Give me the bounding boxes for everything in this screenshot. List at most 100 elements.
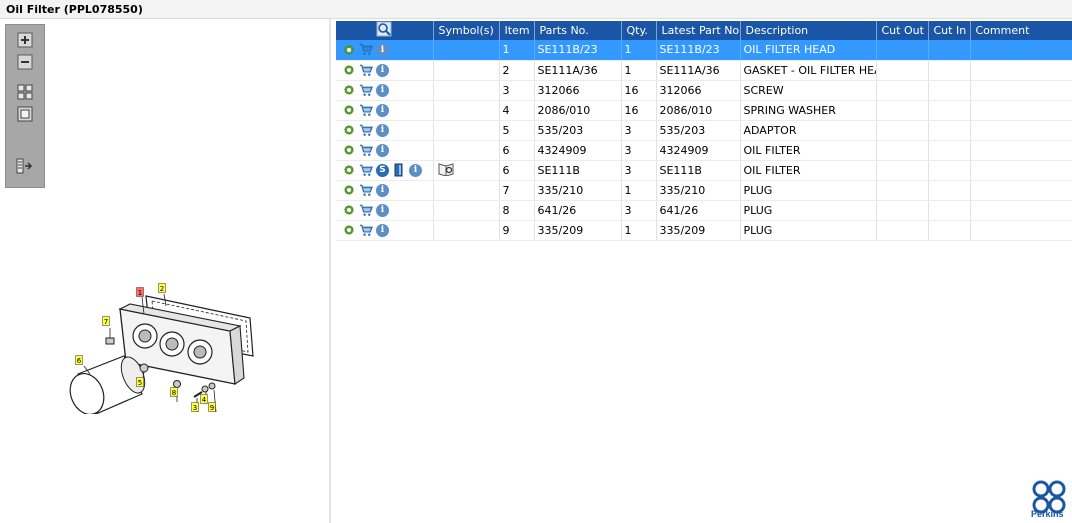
- row-actions-cell: i: [336, 120, 434, 141]
- cut-out-cell: [876, 100, 929, 121]
- viewer-toolbar: [5, 24, 45, 188]
- add-to-list-button[interactable]: [342, 103, 356, 117]
- add-to-cart-button[interactable]: [359, 103, 373, 117]
- callout-8[interactable]: 8: [170, 387, 178, 398]
- parts-table: Symbol(s) Item Parts No. Qty. Latest Par…: [336, 21, 1072, 241]
- info-button[interactable]: i: [376, 83, 389, 97]
- description-cell: GASKET - OIL FILTER HEAD: [740, 60, 877, 81]
- callout-9[interactable]: 9: [208, 402, 216, 413]
- manual-button[interactable]: [392, 163, 406, 177]
- add-to-list-button[interactable]: [342, 163, 356, 177]
- column-header-parts-no[interactable]: Parts No.: [534, 21, 622, 40]
- column-header-search[interactable]: [336, 21, 434, 40]
- parts-diagram[interactable]: 1 2 34 5 6 7 8 9: [60, 264, 270, 414]
- table-row[interactable]: i 3 312066 16 312066 SCREW: [336, 80, 1072, 101]
- view-in-book-button[interactable]: [437, 162, 455, 176]
- toggle-panel-button[interactable]: [16, 158, 34, 174]
- column-header-symbols[interactable]: Symbol(s): [433, 21, 500, 40]
- column-header-item[interactable]: Item: [499, 21, 535, 40]
- info-button[interactable]: i: [376, 223, 389, 237]
- column-header-qty[interactable]: Qty.: [621, 21, 657, 40]
- info-button[interactable]: i: [376, 43, 389, 57]
- column-header-comment[interactable]: Comment: [970, 21, 1072, 40]
- table-row[interactable]: i 8 641/26 3 641/26 PLUG: [336, 200, 1072, 221]
- item-cell: 6: [499, 140, 535, 161]
- parts-no-cell: SE111B/23: [534, 40, 622, 61]
- add-to-cart-button[interactable]: [359, 163, 373, 177]
- search-catalog-icon: [376, 21, 392, 37]
- zoom-in-button[interactable]: [16, 32, 34, 48]
- fit-page-button[interactable]: [16, 84, 34, 100]
- column-header-latest-part-no[interactable]: Latest Part No.: [656, 21, 741, 40]
- table-row[interactable]: i 1 SE111B/23 1 SE111B/23 OIL FILTER HEAD: [336, 40, 1072, 61]
- table-row[interactable]: i 7 335/210 1 335/210 PLUG: [336, 180, 1072, 201]
- gear-icon: [344, 225, 354, 235]
- callout-6[interactable]: 6: [75, 355, 83, 366]
- cut-in-cell: [928, 60, 971, 81]
- table-row[interactable]: i 6 4324909 3 4324909 OIL FILTER: [336, 140, 1072, 161]
- add-to-list-button[interactable]: [342, 63, 356, 77]
- callout-2[interactable]: 2: [158, 283, 166, 294]
- callout-label: 5: [138, 379, 142, 387]
- service-info-button[interactable]: S: [376, 163, 389, 177]
- symbols-cell: [433, 80, 500, 101]
- info-button[interactable]: i: [376, 183, 389, 197]
- add-to-cart-button[interactable]: [359, 83, 373, 97]
- add-to-list-button[interactable]: [342, 83, 356, 97]
- add-to-list-button[interactable]: [342, 183, 356, 197]
- row-actions-cell: i: [336, 40, 434, 61]
- column-header-cut-out[interactable]: Cut Out: [876, 21, 929, 40]
- symbols-cell: [433, 180, 500, 201]
- info-button[interactable]: i: [409, 163, 422, 177]
- callout-label: 7: [104, 318, 108, 326]
- add-to-list-button[interactable]: [342, 43, 356, 57]
- cut-out-cell: [876, 120, 929, 141]
- cut-in-cell: [928, 140, 971, 161]
- table-row[interactable]: i 2 SE111A/36 1 SE111A/36 GASKET - OIL FILTER…: [336, 60, 1072, 81]
- info-button[interactable]: i: [376, 63, 389, 77]
- zoom-out-button[interactable]: [16, 54, 34, 70]
- qty-cell: 3: [621, 160, 657, 181]
- add-to-list-button[interactable]: [342, 143, 356, 157]
- add-to-cart-button[interactable]: [359, 223, 373, 237]
- latest-part-no-cell: 535/203: [656, 120, 741, 141]
- info-button[interactable]: i: [376, 143, 389, 157]
- qty-cell: 1: [621, 60, 657, 81]
- qty-cell: 1: [621, 180, 657, 201]
- callout-3[interactable]: 3: [191, 402, 199, 413]
- table-row[interactable]: i 4 2086/010 16 2086/010 SPRING WASHER: [336, 100, 1072, 121]
- add-to-cart-button[interactable]: [359, 123, 373, 137]
- cut-out-cell: [876, 160, 929, 181]
- latest-part-no-cell: SE111B/23: [656, 40, 741, 61]
- add-to-list-button[interactable]: [342, 123, 356, 137]
- row-actions-cell: i: [336, 100, 434, 121]
- row-actions-cell: i: [336, 180, 434, 201]
- add-to-cart-button[interactable]: [359, 43, 373, 57]
- info-button[interactable]: i: [376, 103, 389, 117]
- cart-icon: [359, 104, 373, 116]
- info-button[interactable]: i: [376, 123, 389, 137]
- add-to-list-button[interactable]: [342, 223, 356, 237]
- table-row[interactable]: i 9 335/209 1 335/209 PLUG: [336, 220, 1072, 241]
- callout-1[interactable]: 1: [136, 287, 144, 298]
- add-to-cart-button[interactable]: [359, 183, 373, 197]
- callout-label: 6: [77, 357, 82, 365]
- info-button[interactable]: i: [376, 203, 389, 217]
- actual-size-button[interactable]: [16, 106, 34, 122]
- callout-4[interactable]: 4: [200, 394, 208, 405]
- cut-in-cell: [928, 80, 971, 101]
- callout-5[interactable]: 5: [136, 377, 144, 388]
- table-row[interactable]: i 5 535/203 3 535/203 ADAPTOR: [336, 120, 1072, 141]
- row-actions-cell: i: [336, 140, 434, 161]
- cart-icon: [359, 184, 373, 196]
- filter-head-drawing: [118, 303, 245, 385]
- column-header-cut-in[interactable]: Cut In: [928, 21, 971, 40]
- column-header-description[interactable]: Description: [740, 21, 877, 40]
- callout-7[interactable]: 7: [102, 316, 110, 327]
- add-to-cart-button[interactable]: [359, 203, 373, 217]
- add-to-cart-button[interactable]: [359, 63, 373, 77]
- add-to-cart-button[interactable]: [359, 143, 373, 157]
- add-to-list-button[interactable]: [342, 203, 356, 217]
- cart-icon: [359, 164, 373, 176]
